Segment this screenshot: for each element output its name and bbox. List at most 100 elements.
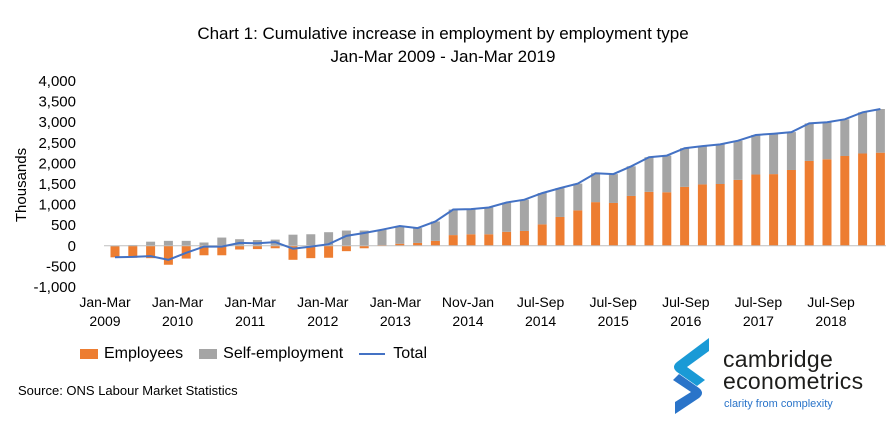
x-tick-label: 2016 xyxy=(670,313,701,329)
bar-self-employment xyxy=(146,241,156,246)
bars-group xyxy=(110,109,885,265)
legend: Employees Self-employment Total xyxy=(80,345,443,363)
y-tick-label: 0 xyxy=(68,238,76,255)
bar-self-employment xyxy=(662,155,672,193)
x-tick-label: Jan-Mar xyxy=(152,294,204,310)
y-tick-label: 3,000 xyxy=(38,114,76,131)
bar-employees xyxy=(163,245,173,265)
x-tick-label: 2009 xyxy=(89,313,120,329)
bar-employees xyxy=(822,159,832,246)
bar-employees xyxy=(644,191,654,246)
bar-self-employment xyxy=(502,202,512,232)
bar-self-employment xyxy=(413,228,423,243)
bar-self-employment xyxy=(697,146,707,185)
bar-self-employment xyxy=(751,134,761,175)
bar-self-employment xyxy=(430,221,440,241)
bar-self-employment xyxy=(644,157,654,192)
bar-employees xyxy=(858,153,868,246)
legend-label-self-employment: Self-employment xyxy=(223,345,344,362)
x-tick-label: Jan-Mar xyxy=(370,294,422,310)
bar-self-employment xyxy=(573,183,583,211)
bar-employees xyxy=(786,169,796,246)
bar-employees xyxy=(110,245,120,258)
bar-employees xyxy=(252,245,262,250)
bar-employees xyxy=(146,245,156,259)
x-tick-label: Jul-Sep xyxy=(517,294,565,310)
bar-employees xyxy=(591,202,601,246)
bar-employees xyxy=(484,234,494,246)
bar-employees xyxy=(217,245,227,256)
x-tick-label: Jan-Mar xyxy=(297,294,349,310)
logo-name-line2: econometrics xyxy=(723,368,864,394)
x-tick-label: 2018 xyxy=(815,313,846,329)
bar-self-employment xyxy=(395,226,405,244)
chart-title-line1: Chart 1: Cumulative increase in employme… xyxy=(197,24,689,43)
x-tick-label: Jul-Sep xyxy=(735,294,783,310)
bar-employees xyxy=(662,192,672,246)
bar-self-employment xyxy=(591,173,601,203)
bar-employees xyxy=(270,245,280,249)
legend-item-self-employment: Self-employment xyxy=(199,345,343,363)
bar-employees xyxy=(413,242,423,246)
bar-employees xyxy=(466,234,476,246)
y-axis-label: Thousands xyxy=(13,148,30,222)
bar-self-employment xyxy=(306,234,316,246)
legend-swatch-self-employment xyxy=(199,349,218,359)
legend-swatch-employees xyxy=(80,349,98,359)
bar-self-employment xyxy=(324,232,334,246)
bar-self-employment xyxy=(733,140,743,180)
bar-employees xyxy=(751,174,761,246)
bar-employees xyxy=(235,245,245,250)
x-tick-label: Jul-Sep xyxy=(662,294,710,310)
bar-employees xyxy=(502,231,512,246)
y-tick-label: 1,000 xyxy=(38,197,76,214)
bar-employees xyxy=(769,174,779,246)
bar-employees xyxy=(555,216,565,246)
bar-self-employment xyxy=(341,230,351,246)
bar-employees xyxy=(697,184,707,246)
y-tick-label: 4,000 xyxy=(38,73,76,90)
bar-employees xyxy=(448,235,458,246)
bar-employees xyxy=(733,179,743,246)
legend-item-total: Total xyxy=(359,345,427,363)
chart-title-line2: Jan-Mar 2009 - Jan-Mar 2019 xyxy=(330,47,556,66)
legend-label-employees: Employees xyxy=(104,345,184,362)
bar-employees xyxy=(715,184,725,246)
bar-self-employment xyxy=(822,122,832,160)
x-tick-label: Jan-Mar xyxy=(225,294,277,310)
bar-employees xyxy=(626,195,636,246)
cambridge-econometrics-logo: cambridge econometrics clarity from comp… xyxy=(667,336,882,416)
source-note: Source: ONS Labour Market Statistics xyxy=(18,383,238,398)
bar-self-employment xyxy=(466,209,476,235)
bar-self-employment xyxy=(626,166,636,196)
bar-self-employment xyxy=(163,240,173,246)
bar-self-employment xyxy=(715,144,725,184)
bar-employees xyxy=(395,243,405,246)
bar-employees xyxy=(288,245,298,260)
y-axis-ticks: 4,000 3,500 3,000 2,500 2,000 1,500 1,000 500 0 -… xyxy=(33,73,76,296)
bar-employees xyxy=(608,202,618,246)
x-axis-ticks: Jan-Mar 2009 Jan-Mar 2010 Jan-Mar 2011 Jan-Mar… xyxy=(79,294,855,329)
bar-self-employment xyxy=(840,119,850,156)
logo-name-line1: cambridge xyxy=(723,346,834,372)
bar-employees xyxy=(573,210,583,246)
bar-self-employment xyxy=(858,112,868,154)
bar-employees xyxy=(519,230,529,246)
bar-self-employment xyxy=(484,207,494,235)
series-total-line xyxy=(114,108,881,261)
bar-employees xyxy=(341,245,351,252)
bar-employees xyxy=(537,224,547,246)
bar-employees xyxy=(430,240,440,246)
bar-self-employment xyxy=(555,188,565,217)
y-tick-label: 1,500 xyxy=(38,176,76,193)
x-tick-label: 2014 xyxy=(452,313,483,329)
bar-self-employment xyxy=(680,148,690,187)
y-tick-label: 500 xyxy=(51,217,76,234)
y-tick-label: 2,500 xyxy=(38,135,76,152)
bar-self-employment xyxy=(217,237,227,246)
bar-self-employment xyxy=(537,193,547,225)
bar-self-employment xyxy=(769,133,779,175)
cambridge-econometrics-logo-icon xyxy=(673,338,709,414)
chart-canvas: 4,000 3,500 3,000 2,500 2,000 1,500 1,000 500 0 -… xyxy=(13,73,886,329)
logo-wordmark: cambridge econometrics xyxy=(723,346,864,394)
